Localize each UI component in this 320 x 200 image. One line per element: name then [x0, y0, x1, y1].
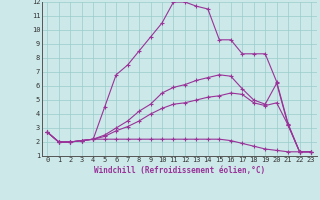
X-axis label: Windchill (Refroidissement éolien,°C): Windchill (Refroidissement éolien,°C) — [94, 166, 265, 175]
